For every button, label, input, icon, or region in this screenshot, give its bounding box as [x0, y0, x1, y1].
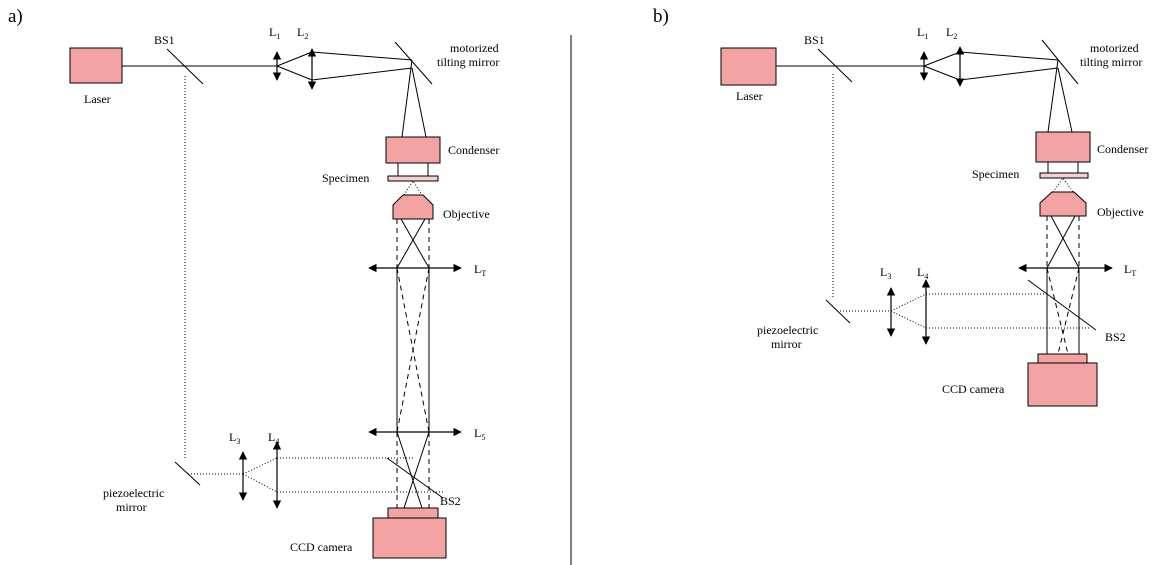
- laser-label: Laser: [84, 92, 111, 106]
- ray-expand-bottom: [923, 65, 961, 81]
- tube-dash-2: [1057, 267, 1080, 355]
- specimen-cone: [403, 180, 423, 196]
- bs1-label: BS1: [804, 33, 825, 47]
- bs1-splitter: [166, 48, 204, 85]
- ccd-label: CCD camera: [290, 540, 353, 554]
- ccd-camera: [1027, 362, 1098, 407]
- panel-b-tag: b): [653, 6, 669, 27]
- tilt-mirror-label-1: motorized: [450, 41, 499, 55]
- l1-label: L1: [269, 25, 280, 41]
- tilting-mirror: [394, 41, 433, 85]
- specimen-cone: [1052, 177, 1074, 193]
- cam-ray-1: [396, 431, 423, 509]
- l1-label: L1: [917, 25, 928, 41]
- piezo-label-2: mirror: [116, 500, 147, 514]
- obj-cross-1: [1050, 215, 1080, 269]
- specimen-label: Specimen: [972, 167, 1019, 181]
- obj-cross-2: [396, 218, 426, 269]
- piezo-label-1: piezoelectric: [103, 486, 164, 500]
- condenser-box: [385, 136, 441, 164]
- condenser-label: Condenser: [1097, 142, 1148, 156]
- l4-label: L4: [917, 265, 928, 281]
- obj-cross-2: [1046, 215, 1076, 269]
- tilt-mirror-label-2: tilting mirror: [1080, 55, 1142, 69]
- panel-a: a) Laser BS1 L1 L2 motorized tilting mir…: [8, 6, 499, 559]
- ray-down-right: [411, 67, 427, 138]
- condenser-box: [1035, 131, 1091, 163]
- ref-exp-top: [890, 293, 927, 312]
- tilting-mirror: [1041, 39, 1079, 85]
- piezo-mirror: [174, 461, 201, 486]
- ray-expand-top: [276, 51, 313, 67]
- specimen-slide: [387, 175, 439, 182]
- bs2-splitter: [386, 457, 444, 499]
- objective-label: Objective: [443, 207, 490, 221]
- objective-label: Objective: [1097, 205, 1144, 219]
- ray-parallel-top: [959, 51, 1059, 61]
- ray-parallel-top: [311, 51, 413, 61]
- cam-ray-2: [403, 431, 430, 509]
- bs1-splitter: [817, 48, 853, 83]
- ray-expand-bottom: [276, 65, 313, 81]
- specimen-slide: [1039, 172, 1089, 179]
- bs2-label: BS2: [440, 494, 461, 508]
- ccd-label: CCD camera: [942, 382, 1005, 396]
- l5-label: L5: [474, 426, 485, 442]
- specimen-label: Specimen: [322, 171, 369, 185]
- ray-down-left: [401, 59, 413, 138]
- l2-label: L2: [946, 25, 957, 41]
- laser-label: Laser: [736, 89, 763, 103]
- bs1-label: BS1: [154, 33, 175, 47]
- condenser-label: Condenser: [448, 143, 499, 157]
- ray-parallel-bottom: [959, 67, 1059, 81]
- l3-label: L3: [229, 430, 240, 446]
- ray-expand-top: [923, 51, 961, 67]
- panel-a-tag: a): [8, 6, 23, 27]
- ccd-window: [387, 507, 439, 519]
- ray-down-left: [1047, 59, 1059, 133]
- lt-label: LT: [474, 262, 486, 278]
- objective-lens: [392, 194, 434, 220]
- piezo-label-1: piezoelectric: [757, 323, 818, 337]
- l3-label: L3: [880, 265, 891, 281]
- bs2-splitter: [1027, 279, 1097, 331]
- laser-box: [720, 47, 777, 86]
- tilt-mirror-label-1: motorized: [1090, 41, 1139, 55]
- objective-lens: [1039, 191, 1087, 217]
- ref-exp-top: [242, 457, 278, 475]
- panel-b: b) Laser BS1 L1 L2 motorized tilting mir…: [653, 6, 1148, 407]
- l4-label: L4: [268, 430, 279, 446]
- ref-exp-bot: [242, 473, 278, 493]
- ccd-window: [1037, 353, 1088, 364]
- ref-exp-bot: [890, 310, 927, 329]
- tube-dash-2: [396, 267, 430, 433]
- tilt-mirror-label-2: tilting mirror: [437, 55, 499, 69]
- ray-parallel-bottom: [311, 67, 413, 81]
- laser-box: [69, 47, 123, 84]
- obj-cross-1: [400, 218, 430, 269]
- ccd-camera: [372, 517, 447, 559]
- l2-label: L2: [297, 25, 308, 41]
- piezo-label-2: mirror: [771, 337, 802, 351]
- piezo-mirror: [825, 299, 851, 324]
- lt-label: LT: [1124, 262, 1136, 278]
- bs2-label: BS2: [1105, 330, 1126, 344]
- tube-dash-1: [1046, 267, 1069, 355]
- ray-down-right: [1057, 67, 1073, 133]
